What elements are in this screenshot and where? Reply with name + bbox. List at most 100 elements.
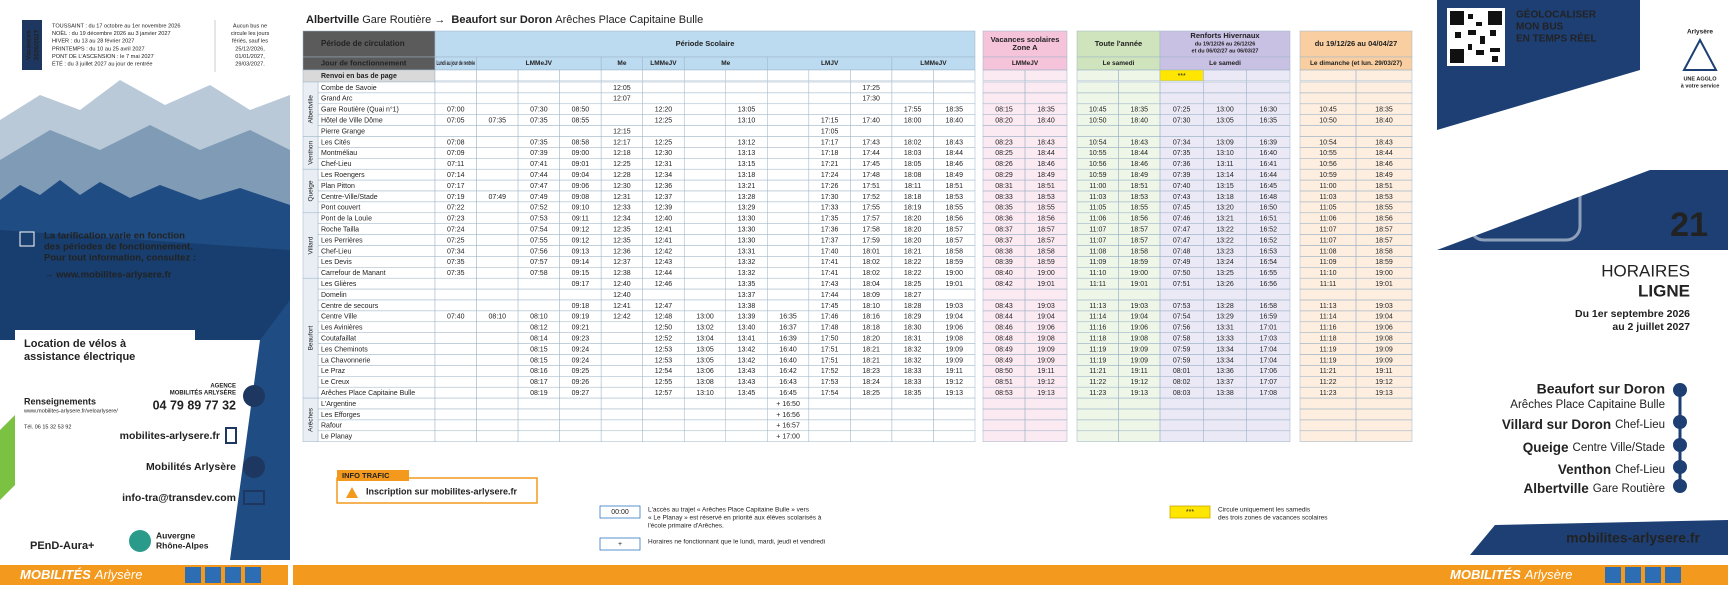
time: 13:09 (1216, 139, 1234, 146)
stop-name: Combe de Savoie (321, 85, 377, 92)
time: 07:47 (1173, 226, 1191, 233)
day-label: LMMeJV (650, 60, 677, 67)
time: 18:46 (1375, 161, 1393, 168)
time: 17:54 (821, 390, 839, 397)
vacances-title: 2026/2027 (34, 29, 41, 60)
time: 17:08 (1260, 390, 1278, 397)
time: 10:59 (1089, 172, 1107, 179)
time-cell (1076, 408, 1119, 421)
legend-symbol: + (618, 541, 622, 548)
legend-symbol: 00:00 (611, 509, 629, 516)
time: 13:35 (738, 281, 756, 288)
ferie-note: Aucun bus ne (233, 23, 267, 29)
time: 18:31 (904, 335, 922, 342)
time: 12:41 (613, 303, 631, 310)
time-cell (476, 397, 519, 410)
mode-icons (185, 567, 1681, 583)
time: 18:33 (904, 368, 922, 375)
time-cell (434, 376, 477, 388)
time-cell (517, 408, 560, 421)
time-cell (434, 277, 477, 290)
time: 17:48 (821, 325, 839, 332)
time: 18:58 (1375, 248, 1393, 255)
time: 16:41 (1260, 161, 1278, 168)
time: 18:56 (1375, 216, 1393, 223)
footnote-heading: Renvoi en bas de page (321, 73, 397, 80)
time-cell (808, 419, 851, 432)
time: 18:27 (904, 292, 922, 299)
time-cell (725, 92, 768, 105)
time: 07:43 (1173, 194, 1191, 201)
time: 18:35 (1375, 107, 1393, 114)
time-cell (1076, 419, 1119, 432)
time: 17:59 (862, 237, 880, 244)
time-cell (767, 234, 810, 246)
time: 12:39 (655, 205, 673, 212)
route-stop-line: Venthon Chef-Lieu (1558, 462, 1665, 477)
ferie-note: 25/12/2026, (235, 46, 265, 52)
tarif-text: La tarification varie en fonction (44, 231, 185, 242)
time: 10:56 (1319, 161, 1337, 168)
time: 16:43 (779, 379, 797, 386)
time-cell (1118, 419, 1161, 432)
time: 11:03 (1320, 194, 1337, 201)
legend-text: L'accès au trajet « Arêches Place Capita… (648, 507, 810, 514)
time: 09:12 (572, 226, 590, 233)
agglo: UNE AGGLO (1683, 76, 1717, 82)
time: 11:22 (1320, 379, 1337, 386)
time: 16:35 (1260, 117, 1278, 124)
time: 12:25 (613, 161, 631, 168)
time-cell (683, 299, 727, 312)
time: 08:43 (995, 303, 1013, 310)
time: 07:57 (530, 259, 548, 266)
time: 08:26 (995, 161, 1013, 168)
geoloc: EN TEMPS RÉEL (1516, 32, 1597, 45)
time-cell (517, 397, 560, 410)
legend-text: Circule uniquement les samedis (1218, 507, 1311, 514)
time: 12:53 (655, 357, 673, 364)
time-cell (683, 256, 727, 268)
time: 11:03 (1089, 194, 1106, 201)
time: 11:18 (1320, 335, 1337, 342)
time: 08:10 (530, 314, 548, 321)
time: 08:50 (572, 107, 590, 114)
time-cell (683, 245, 727, 257)
time-cell (476, 419, 519, 432)
time-cell (1246, 408, 1291, 421)
section-name: Queige (308, 180, 315, 201)
time: 07:44 (530, 172, 548, 179)
time: 12:36 (613, 248, 631, 255)
time: 08:10 (489, 314, 507, 321)
time-cell (850, 103, 893, 115)
time: 11:19 (1320, 357, 1337, 364)
time-cell (642, 69, 685, 82)
vacances-item: ÉTÉ : du 3 juillet 2027 au jour de rentr… (52, 60, 152, 67)
time: 18:57 (1037, 237, 1055, 244)
time: 18:24 (862, 379, 880, 386)
time: 17:24 (821, 172, 839, 179)
time-cell (476, 267, 519, 279)
time: 07:34 (447, 248, 465, 255)
time: 19:04 (945, 314, 963, 321)
time: 11:07 (1320, 237, 1337, 244)
time: 19:11 (1376, 368, 1393, 375)
time: 17:05 (821, 128, 839, 135)
section-name: Villard (308, 236, 315, 254)
time: 07:47 (1173, 237, 1191, 244)
route-dot (1673, 479, 1687, 493)
time-cell (1076, 397, 1119, 410)
stop-name: Le Planay (321, 434, 353, 441)
time: 18:23 (862, 368, 880, 375)
time-cell (517, 419, 560, 432)
time-cell (1076, 81, 1119, 94)
time-cell (725, 69, 768, 82)
time-cell (933, 430, 976, 442)
route-stop-line: Queige Centre Ville/Stade (1523, 440, 1665, 455)
time-cell (434, 92, 477, 105)
time-cell (767, 92, 810, 105)
time: 19:01 (1130, 281, 1148, 288)
time: 10:50 (1319, 117, 1337, 124)
website-band (1470, 520, 1728, 555)
time-cell (767, 256, 810, 268)
time: 08:44 (995, 314, 1013, 321)
